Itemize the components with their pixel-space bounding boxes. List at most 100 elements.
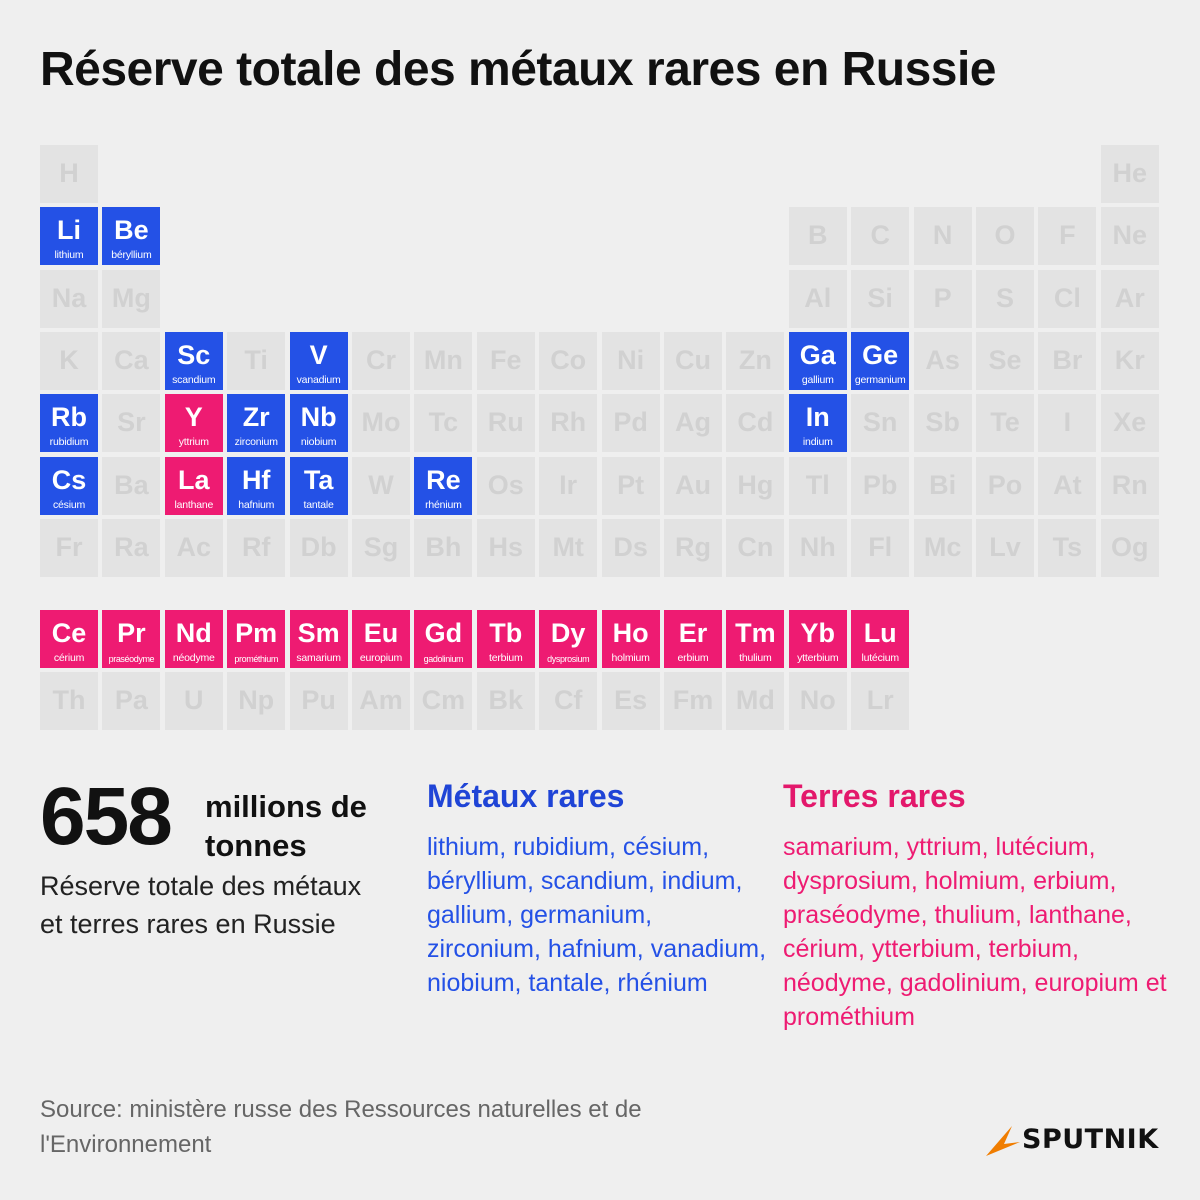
element-symbol: U: [184, 685, 204, 715]
sputnik-logo: SPUTNIK: [982, 1120, 1172, 1160]
element-cell-ge: Ge germanium: [851, 331, 910, 390]
element-cell-si: Si: [851, 269, 910, 328]
element-name: césium: [52, 498, 86, 511]
element-symbol: Au: [675, 469, 711, 500]
element-symbol: Mn: [423, 344, 463, 375]
element-name: béryllium: [111, 249, 152, 262]
element-symbol: Am: [359, 685, 403, 715]
element-cell-og: Og: [1100, 518, 1159, 577]
element-cell-np: Np: [227, 672, 286, 730]
element-cell-mg: Mg: [102, 269, 161, 328]
element-cell-bk: Bk: [476, 672, 535, 730]
element-symbol: Ir: [559, 469, 578, 500]
element-symbol: Md: [735, 685, 775, 715]
element-symbol: Cd: [737, 407, 774, 438]
element-symbol: Se: [988, 344, 1022, 375]
rare-earths-heading: Terres rares: [783, 778, 966, 814]
element-symbol: Np: [238, 685, 275, 715]
element-symbol: Ru: [487, 407, 524, 438]
element-name: thulium: [739, 652, 772, 664]
element-cell-rf: Rf: [227, 518, 286, 577]
element-symbol: Mc: [923, 531, 962, 562]
element-symbol: Pd: [613, 407, 648, 438]
element-name: lanthane: [174, 498, 214, 511]
element-cell-po: Po: [976, 456, 1034, 515]
element-symbol: Nd: [175, 618, 212, 648]
element-cell-bh: Bh: [414, 518, 473, 577]
element-name: rhénium: [425, 498, 462, 511]
element-cell-sc: Sc scandium: [164, 331, 223, 390]
element-symbol: Lv: [989, 531, 1021, 562]
element-name: indium: [802, 436, 833, 449]
element-symbol: Hg: [737, 469, 774, 500]
element-cell-ra: Ra: [102, 518, 161, 577]
element-cell-ag: Ag: [664, 394, 722, 453]
element-cell-k: K: [40, 331, 98, 390]
element-symbol: Mo: [361, 407, 401, 438]
element-symbol: N: [932, 220, 953, 251]
element-cell-nb: Nb niobium: [289, 394, 348, 453]
element-symbol: Ga: [799, 339, 836, 370]
element-symbol: Bk: [488, 685, 524, 715]
element-cell-tc: Tc: [414, 394, 473, 453]
element-cell-re: Re rhénium: [414, 456, 473, 515]
element-symbol: Pa: [114, 685, 148, 715]
stat-number: 658: [40, 771, 173, 862]
element-name: gadolinium: [423, 654, 464, 664]
element-symbol: Fl: [868, 531, 893, 562]
element-symbol: Bh: [425, 531, 462, 562]
element-cell-be: Be béryllium: [102, 207, 161, 266]
element-symbol: Ni: [617, 344, 645, 375]
element-symbol: Tl: [805, 469, 830, 500]
element-cell-cn: Cn: [726, 518, 785, 577]
element-cell-co: Co: [539, 331, 598, 390]
element-name: zirconium: [234, 436, 278, 449]
element-cell-rb: Rb rubidium: [40, 394, 98, 453]
element-cell-mn: Mn: [414, 331, 473, 390]
element-symbol: As: [925, 344, 960, 375]
element-cell-ti: Ti: [227, 331, 286, 390]
element-symbol: Mt: [552, 531, 584, 562]
element-symbol: Nb: [300, 402, 337, 433]
element-symbol: Es: [614, 685, 648, 715]
element-symbol: Co: [550, 344, 587, 375]
element-symbol: Cr: [365, 344, 396, 375]
element-cell-gd: Gd gadolinium: [414, 610, 473, 668]
element-cell-ho: Ho holmium: [601, 610, 660, 668]
element-symbol: Ac: [176, 531, 212, 562]
element-cell-er: Er erbium: [664, 610, 722, 668]
element-symbol: Rg: [675, 531, 711, 562]
element-cell-pr: Pr praséodyme: [102, 610, 161, 668]
element-name: rubidium: [49, 436, 89, 449]
element-symbol: Cf: [553, 685, 583, 715]
element-cell-cf: Cf: [539, 672, 598, 730]
element-cell-ac: Ac: [164, 518, 223, 577]
element-cell-cs: Cs césium: [40, 456, 98, 515]
element-cell-fm: Fm: [664, 672, 722, 730]
element-cell-at: At: [1038, 456, 1097, 515]
element-symbol: Fr: [55, 531, 83, 562]
element-symbol: Ts: [1052, 531, 1083, 562]
element-cell-ca: Ca: [102, 331, 161, 390]
element-symbol: Nh: [799, 531, 836, 562]
element-symbol: Hs: [488, 531, 524, 562]
element-name: hafnium: [238, 498, 275, 511]
element-symbol: Pu: [301, 685, 336, 715]
element-symbol: Cu: [675, 344, 711, 375]
element-symbol: Si: [867, 282, 893, 313]
element-symbol: Re: [426, 464, 461, 495]
element-symbol: Mg: [111, 282, 151, 313]
element-cell-lv: Lv: [976, 518, 1034, 577]
element-cell-i: I: [1038, 394, 1097, 453]
element-symbol: Cn: [737, 531, 774, 562]
element-cell-p: P: [913, 269, 972, 328]
element-cell-fl: Fl: [851, 518, 910, 577]
element-symbol: Ge: [862, 339, 899, 370]
element-symbol: Ho: [612, 618, 649, 648]
element-cell-es: Es: [601, 672, 660, 730]
element-cell-nh: Nh: [788, 518, 847, 577]
element-cell-hf: Hf hafnium: [227, 456, 286, 515]
element-cell-rg: Rg: [664, 518, 722, 577]
element-symbol: Pb: [862, 469, 898, 500]
